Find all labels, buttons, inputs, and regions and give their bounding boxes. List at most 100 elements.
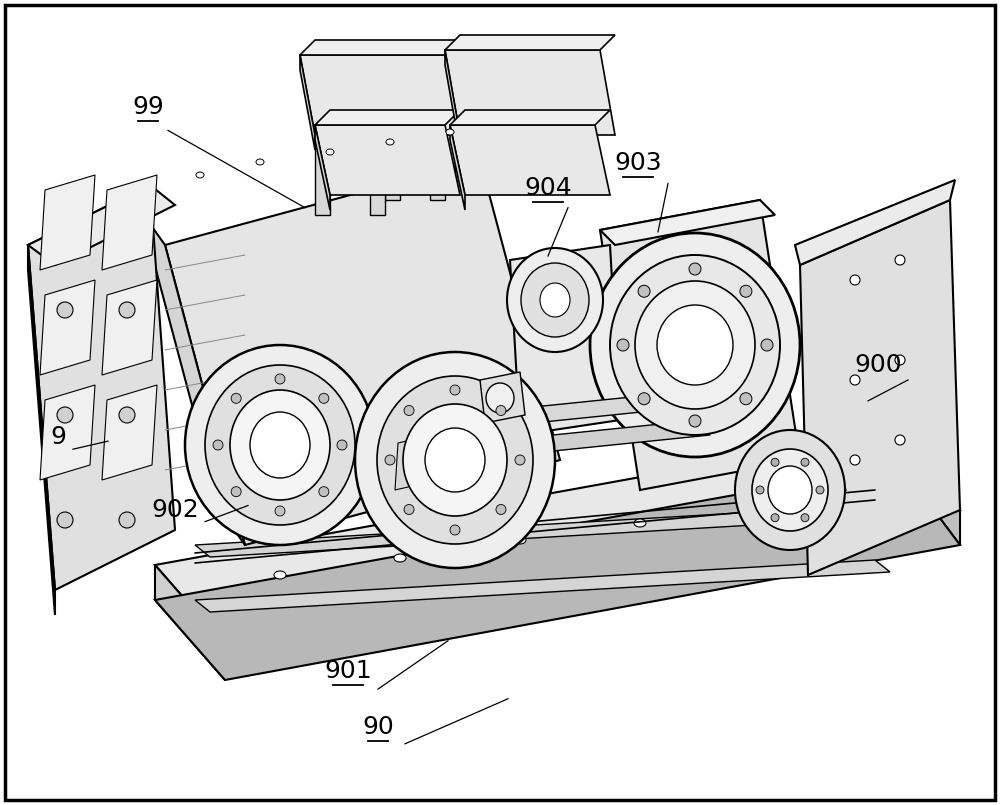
Polygon shape — [795, 180, 955, 265]
Polygon shape — [450, 125, 610, 195]
Ellipse shape — [635, 281, 755, 409]
Ellipse shape — [895, 355, 905, 365]
Ellipse shape — [337, 440, 347, 450]
Polygon shape — [28, 185, 175, 590]
Polygon shape — [445, 50, 615, 135]
Polygon shape — [102, 175, 157, 270]
Ellipse shape — [657, 305, 733, 385]
Ellipse shape — [231, 394, 241, 403]
Polygon shape — [300, 40, 460, 55]
Text: 90: 90 — [362, 715, 394, 739]
Polygon shape — [445, 35, 615, 50]
Ellipse shape — [57, 407, 73, 423]
Ellipse shape — [119, 302, 135, 318]
Polygon shape — [315, 135, 330, 215]
Ellipse shape — [446, 129, 454, 135]
Ellipse shape — [404, 406, 414, 415]
Ellipse shape — [319, 394, 329, 403]
Ellipse shape — [274, 571, 286, 579]
Polygon shape — [40, 280, 95, 375]
Ellipse shape — [801, 514, 809, 522]
Text: 901: 901 — [324, 658, 372, 683]
Text: 900: 900 — [854, 353, 902, 377]
Ellipse shape — [740, 393, 752, 405]
Ellipse shape — [414, 496, 426, 504]
Ellipse shape — [450, 385, 460, 395]
Polygon shape — [450, 110, 610, 125]
Polygon shape — [102, 280, 157, 375]
Text: 99: 99 — [132, 95, 164, 119]
Ellipse shape — [213, 440, 223, 450]
Ellipse shape — [196, 172, 204, 178]
Polygon shape — [480, 372, 525, 423]
Ellipse shape — [740, 285, 752, 297]
Polygon shape — [155, 565, 225, 680]
Polygon shape — [315, 125, 460, 195]
Polygon shape — [280, 470, 455, 495]
Ellipse shape — [834, 486, 846, 494]
Ellipse shape — [404, 505, 414, 514]
Polygon shape — [28, 245, 55, 615]
Polygon shape — [155, 430, 960, 645]
Polygon shape — [455, 390, 710, 430]
Polygon shape — [195, 505, 890, 557]
Ellipse shape — [771, 458, 779, 466]
Ellipse shape — [185, 345, 375, 545]
Polygon shape — [155, 465, 960, 680]
Ellipse shape — [514, 536, 526, 544]
Polygon shape — [315, 125, 330, 210]
Ellipse shape — [385, 455, 395, 465]
Text: 902: 902 — [151, 497, 199, 522]
Ellipse shape — [57, 302, 73, 318]
Text: 904: 904 — [524, 175, 572, 200]
Ellipse shape — [768, 466, 812, 514]
Ellipse shape — [250, 412, 310, 478]
Ellipse shape — [761, 339, 773, 351]
Polygon shape — [280, 425, 455, 445]
Ellipse shape — [617, 339, 629, 351]
Polygon shape — [385, 120, 400, 200]
Polygon shape — [455, 420, 710, 460]
Polygon shape — [40, 385, 95, 480]
Ellipse shape — [801, 458, 809, 466]
Polygon shape — [800, 200, 960, 575]
Ellipse shape — [752, 449, 828, 531]
Ellipse shape — [275, 374, 285, 384]
Ellipse shape — [256, 159, 264, 165]
Polygon shape — [140, 210, 245, 545]
Text: 9: 9 — [50, 425, 66, 449]
Ellipse shape — [394, 554, 406, 562]
Ellipse shape — [515, 455, 525, 465]
Polygon shape — [102, 385, 157, 480]
Ellipse shape — [895, 255, 905, 265]
Ellipse shape — [403, 404, 507, 516]
Ellipse shape — [895, 435, 905, 445]
Polygon shape — [370, 135, 385, 215]
Ellipse shape — [754, 501, 766, 509]
Ellipse shape — [689, 263, 701, 275]
Ellipse shape — [496, 406, 506, 415]
Ellipse shape — [119, 407, 135, 423]
Polygon shape — [40, 175, 95, 270]
Polygon shape — [195, 560, 890, 612]
Ellipse shape — [275, 506, 285, 516]
Polygon shape — [455, 100, 470, 180]
Polygon shape — [300, 55, 460, 135]
Ellipse shape — [610, 255, 780, 435]
Polygon shape — [165, 160, 560, 545]
Ellipse shape — [521, 263, 589, 337]
Ellipse shape — [771, 514, 779, 522]
Ellipse shape — [205, 365, 355, 525]
Ellipse shape — [486, 383, 514, 413]
Ellipse shape — [735, 430, 845, 550]
Ellipse shape — [57, 512, 73, 528]
Ellipse shape — [319, 487, 329, 497]
Polygon shape — [900, 430, 960, 545]
Polygon shape — [430, 455, 468, 510]
Ellipse shape — [425, 428, 485, 492]
Ellipse shape — [355, 352, 555, 568]
Polygon shape — [300, 55, 315, 150]
Polygon shape — [445, 50, 460, 150]
Ellipse shape — [231, 487, 241, 497]
Ellipse shape — [294, 516, 306, 524]
